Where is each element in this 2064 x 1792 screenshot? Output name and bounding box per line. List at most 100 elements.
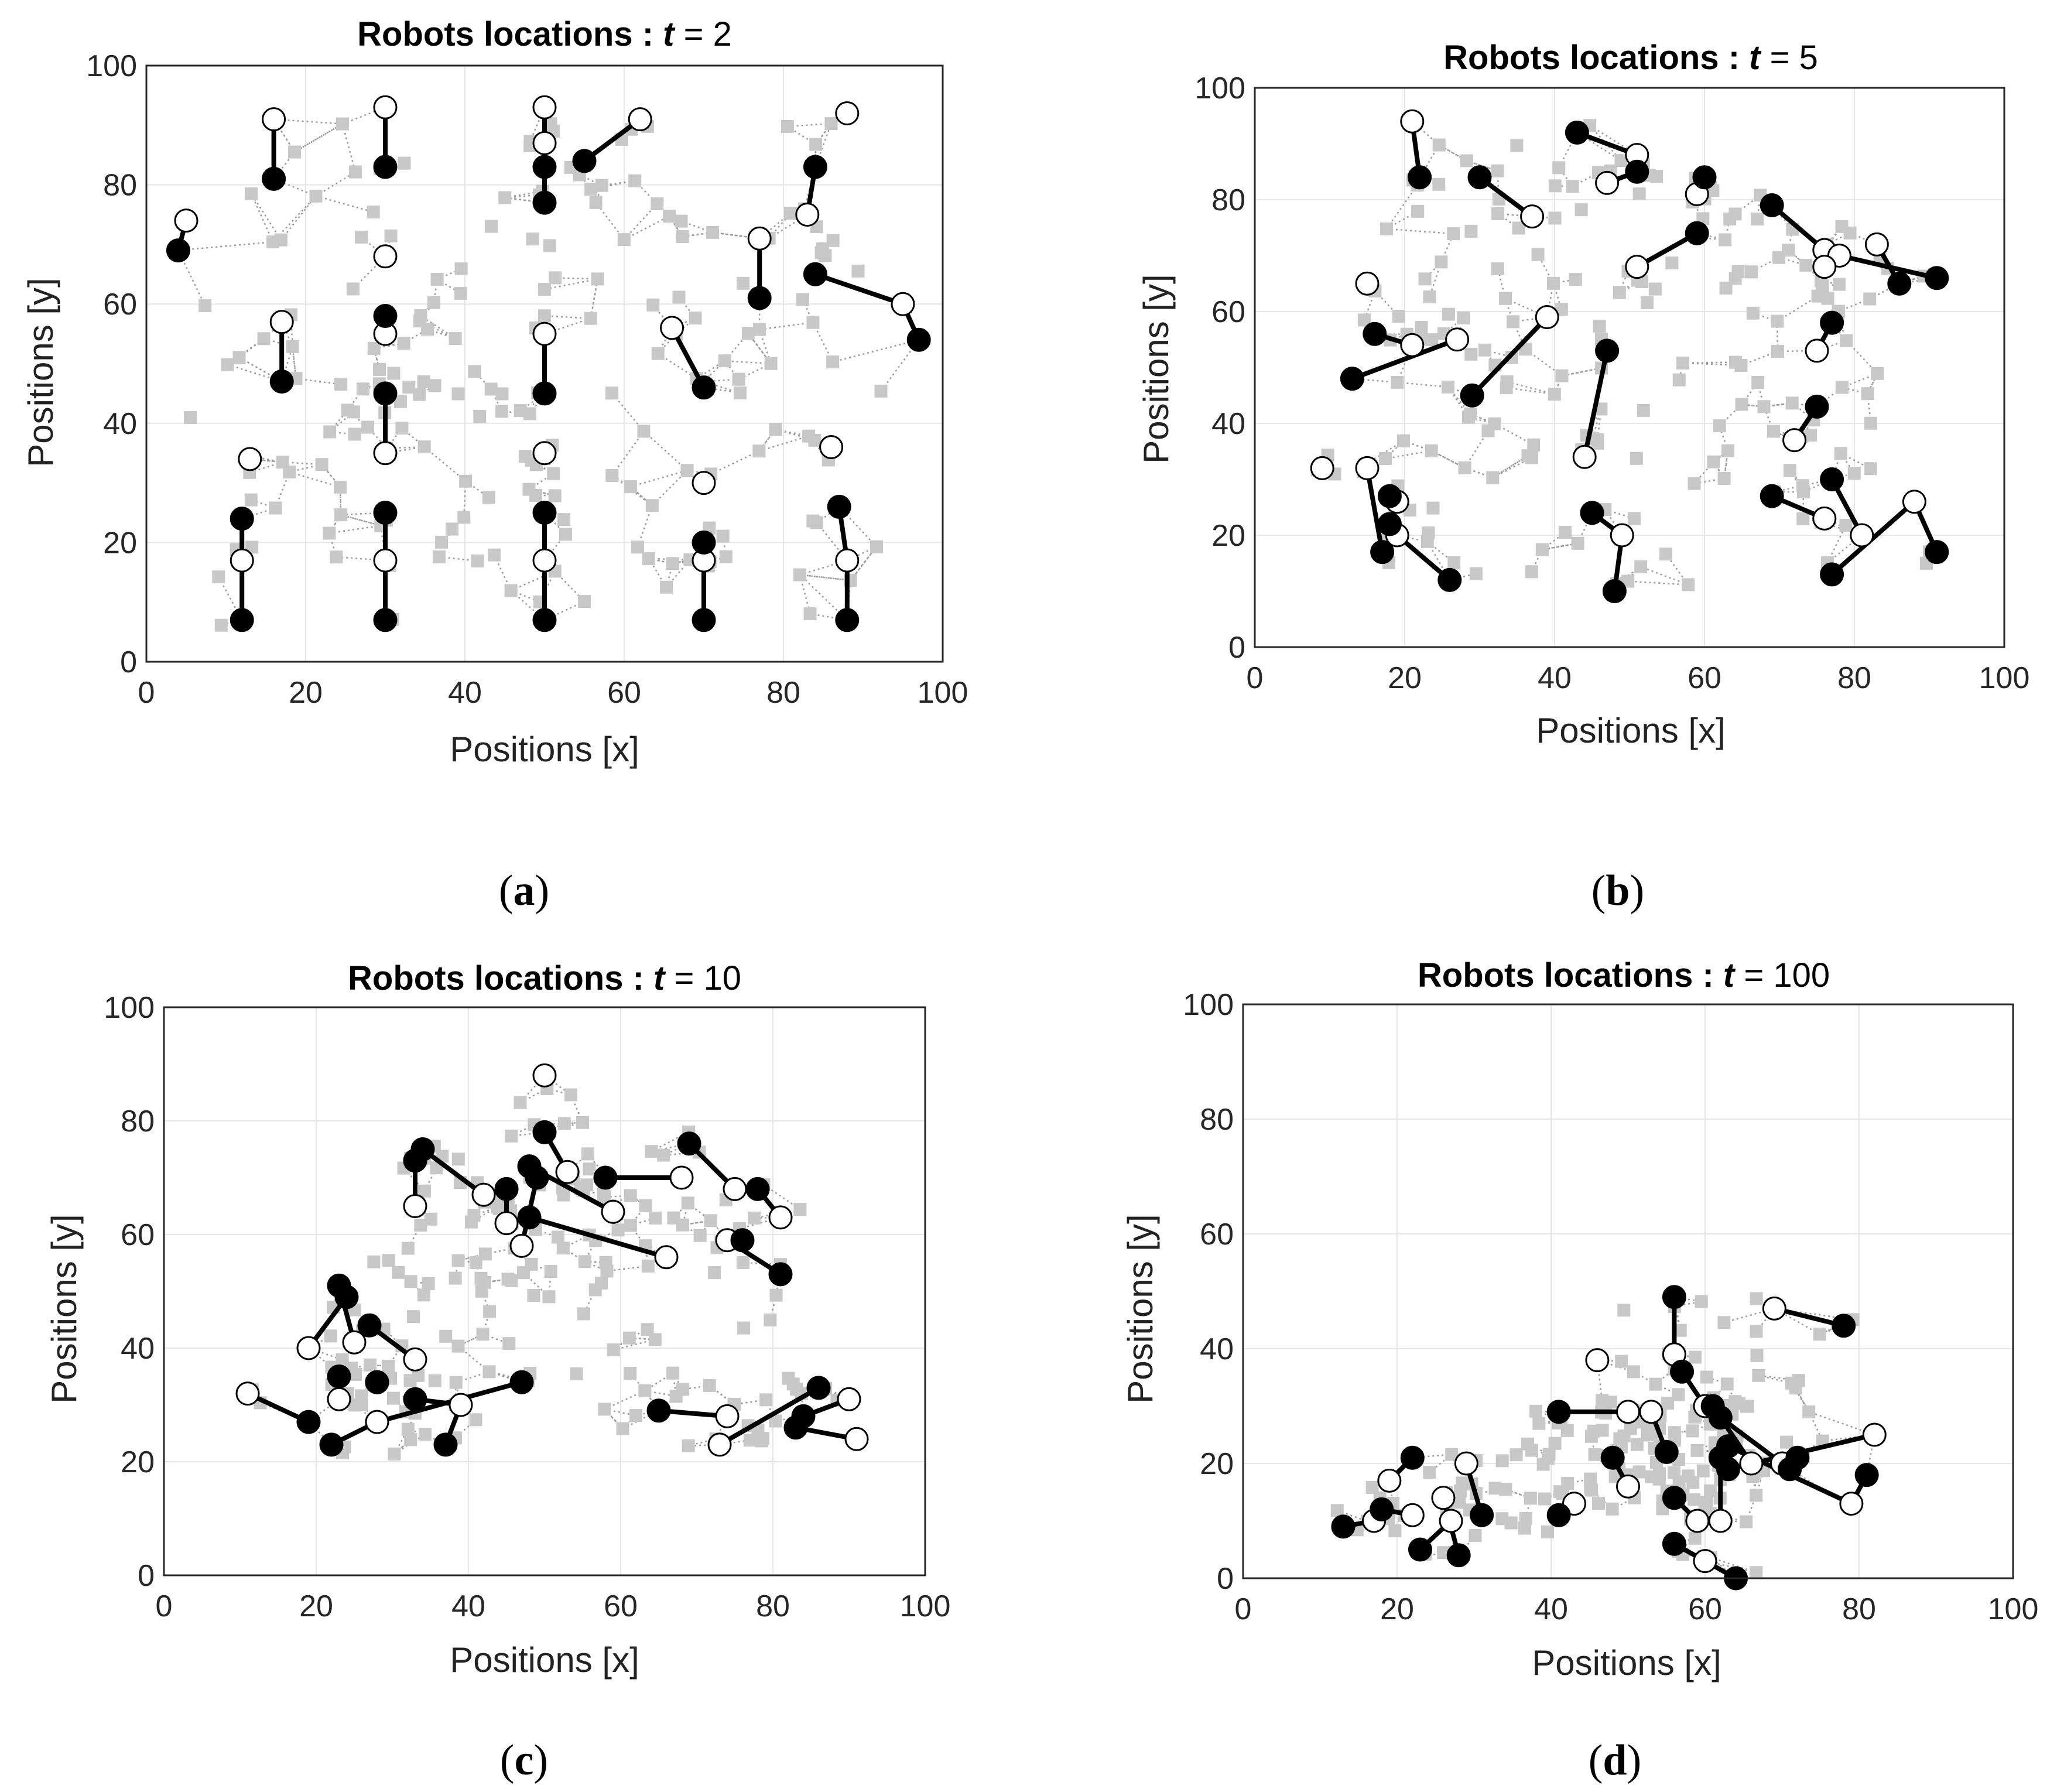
- sample-point: [414, 1219, 427, 1232]
- sample-point: [451, 387, 465, 401]
- x-tick-label: 20: [1380, 1592, 1414, 1626]
- panel-d: Robots locations : t = 100 Positions [x]…: [1032, 896, 2064, 1792]
- robot-marker: [1708, 1405, 1733, 1430]
- robot-target-marker: [601, 1199, 625, 1224]
- robot-target-marker: [471, 1182, 496, 1207]
- sample-point: [559, 528, 573, 541]
- plot-area: [1254, 87, 2005, 648]
- sample-point: [417, 1288, 430, 1302]
- y-tick-label: 60: [121, 1218, 155, 1252]
- sample-point: [1863, 292, 1877, 306]
- robot-path-line: [1351, 337, 1458, 381]
- sample-point: [809, 138, 823, 151]
- sample-point: [557, 1117, 571, 1130]
- sample-point: [459, 474, 473, 488]
- mesh-line: [1553, 375, 1563, 395]
- mesh-line: [583, 1189, 604, 1196]
- robot-target-marker: [403, 1194, 427, 1218]
- sample-point: [1839, 518, 1853, 532]
- robot-target-marker: [1400, 1503, 1425, 1527]
- robot-target-marker: [1850, 523, 1874, 548]
- sample-point: [1771, 344, 1784, 358]
- robot-marker: [1662, 1285, 1686, 1309]
- sample-point: [681, 1196, 694, 1210]
- sample-point: [1717, 472, 1731, 485]
- robot-target-marker: [365, 1410, 389, 1434]
- sample-point: [348, 165, 362, 179]
- robot-target-marker: [532, 548, 557, 573]
- sample-point: [1437, 1546, 1450, 1560]
- robot-marker: [835, 608, 860, 632]
- robot-path-line: [1839, 253, 1938, 281]
- sample-point: [421, 323, 434, 336]
- sample-point: [1392, 310, 1406, 323]
- y-tick-label: 100: [1183, 988, 1234, 1022]
- sample-point: [680, 464, 694, 477]
- robot-target-marker: [1839, 1492, 1864, 1516]
- sample-point: [851, 264, 865, 278]
- robot-marker: [1670, 1359, 1695, 1384]
- sample-point: [428, 379, 441, 392]
- sample-point: [334, 378, 348, 391]
- robot-target-marker: [692, 471, 716, 495]
- mesh-line: [724, 360, 771, 365]
- robot-target-marker: [373, 441, 398, 466]
- sample-point: [1688, 477, 1701, 490]
- sample-point: [1721, 444, 1734, 457]
- sample-point: [764, 357, 778, 370]
- sample-point: [648, 1333, 662, 1346]
- mesh-line: [1386, 228, 1454, 235]
- mesh-line: [1713, 461, 1725, 479]
- x-tick-label: 100: [900, 1589, 951, 1623]
- sample-point: [451, 1254, 465, 1267]
- sample-point: [641, 1259, 655, 1273]
- sample-point: [1464, 347, 1478, 361]
- robot-target-marker: [723, 1177, 747, 1201]
- sample-point: [1813, 1328, 1826, 1341]
- sample-point: [1425, 444, 1438, 457]
- mesh-line: [832, 339, 919, 363]
- robot-target-marker: [1610, 523, 1634, 548]
- sample-point: [816, 242, 829, 255]
- sample-point: [404, 1275, 417, 1288]
- x-tick-label: 80: [756, 1589, 790, 1623]
- sample-point: [449, 1376, 463, 1389]
- sample-point: [1491, 164, 1504, 177]
- robot-target-marker: [819, 435, 844, 460]
- sample-point: [689, 312, 702, 325]
- mesh-line: [1805, 265, 1822, 282]
- sample-point: [1648, 282, 1662, 296]
- sample-point: [743, 1434, 757, 1447]
- sample-point: [1478, 343, 1492, 357]
- sample-point: [1796, 479, 1810, 493]
- sample-point: [672, 290, 686, 304]
- robot-target-marker: [174, 208, 198, 233]
- sample-point: [556, 1242, 570, 1255]
- robot-marker: [1716, 1457, 1740, 1482]
- robot-target-marker: [1616, 1400, 1640, 1424]
- sample-point: [330, 550, 343, 564]
- sample-point: [1735, 398, 1748, 411]
- robot-marker: [525, 1165, 549, 1190]
- sample-point: [693, 1229, 707, 1242]
- x-tick-label: 60: [1688, 661, 1721, 695]
- sample-point: [363, 1358, 376, 1372]
- sample-point: [756, 1432, 769, 1445]
- robot-path-line: [421, 1147, 485, 1197]
- sample-point: [1757, 400, 1771, 413]
- sample-point: [666, 1366, 680, 1380]
- sample-point: [1630, 1438, 1644, 1451]
- sample-point: [666, 557, 680, 570]
- chart-title: Robots locations : t = 100: [1418, 956, 1830, 994]
- robot-target-marker: [373, 244, 398, 269]
- sample-point: [1606, 1502, 1619, 1516]
- robot-marker: [1565, 120, 1589, 145]
- mesh-line: [536, 494, 555, 497]
- mesh-line: [713, 231, 760, 240]
- robot-marker: [532, 501, 557, 525]
- sample-point: [1719, 233, 1732, 247]
- sample-point: [474, 1271, 488, 1285]
- sample-point: [214, 618, 228, 632]
- sample-point: [1615, 1355, 1628, 1368]
- robot-marker: [1887, 271, 1912, 296]
